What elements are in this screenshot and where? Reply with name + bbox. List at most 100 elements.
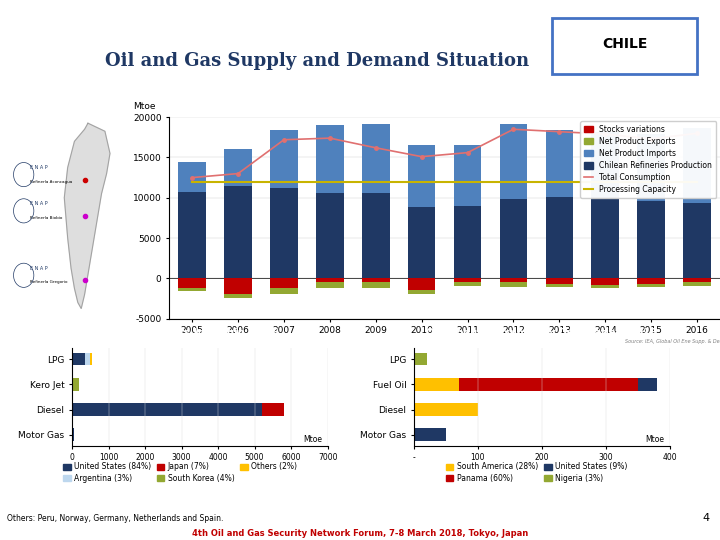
Bar xyxy=(454,282,481,286)
Bar xyxy=(637,284,665,287)
Text: Mtoe: Mtoe xyxy=(646,435,665,443)
Bar xyxy=(225,186,252,278)
Bar xyxy=(362,282,390,288)
Bar xyxy=(637,278,665,284)
Bar xyxy=(591,285,619,288)
Processing Capacity xyxy=(418,178,426,185)
Bar xyxy=(90,353,92,366)
Legend: Stocks variations, Net Product Exports, Net Product Imports, Chilean Refineries : Stocks variations, Net Product Exports, … xyxy=(580,121,716,198)
Bar xyxy=(500,282,527,287)
Bar xyxy=(316,193,343,278)
Total Consumption xyxy=(555,129,564,135)
Bar xyxy=(85,353,90,366)
Bar xyxy=(683,282,711,286)
Bar xyxy=(362,278,390,282)
Bar xyxy=(408,145,436,207)
Text: Oil Products Exports by Destination, 2016: Oil Products Exports by Destination, 201… xyxy=(426,328,657,338)
Text: Mtoe: Mtoe xyxy=(304,435,323,443)
Bar xyxy=(262,403,284,416)
Text: Source: IEA, Global Oil Ene Supp. & Dem.: Source: IEA, Global Oil Ene Supp. & Dem. xyxy=(625,339,720,344)
Bar xyxy=(637,201,665,278)
Bar xyxy=(591,278,619,285)
Total Consumption xyxy=(234,170,243,177)
Bar xyxy=(316,278,343,282)
Bar xyxy=(683,278,711,282)
Bar xyxy=(637,134,665,201)
Bar xyxy=(362,124,390,193)
Bar xyxy=(414,403,478,416)
Processing Capacity xyxy=(647,178,655,185)
Bar xyxy=(72,353,85,366)
Bar xyxy=(270,278,297,288)
Bar xyxy=(683,129,711,202)
Processing Capacity xyxy=(693,178,701,185)
Processing Capacity xyxy=(601,178,610,185)
Bar xyxy=(270,288,297,294)
Text: Oil and Gas Supply and Demand Situation: Oil and Gas Supply and Demand Situation xyxy=(104,52,529,70)
Bar xyxy=(179,278,206,288)
Bar xyxy=(638,378,657,390)
Total Consumption xyxy=(279,137,288,143)
Bar xyxy=(179,192,206,278)
Bar xyxy=(408,207,436,278)
Bar xyxy=(414,353,427,366)
Bar xyxy=(72,378,79,390)
Bar xyxy=(179,288,206,291)
Legend: South America (28%), Panama (60%), United States (9%), Nigeria (3%): South America (28%), Panama (60%), Unite… xyxy=(443,460,630,485)
Text: Mtoe: Mtoe xyxy=(133,102,156,111)
Bar xyxy=(500,199,527,278)
Total Consumption xyxy=(418,153,426,160)
Bar xyxy=(546,278,573,284)
Bar xyxy=(683,202,711,278)
Total Consumption xyxy=(325,135,334,141)
Bar xyxy=(591,132,619,197)
Processing Capacity xyxy=(325,178,334,185)
Total Consumption xyxy=(509,126,518,132)
Text: E N A P: E N A P xyxy=(30,266,48,271)
Bar xyxy=(72,428,74,441)
Processing Capacity xyxy=(463,178,472,185)
Text: Refinery Production, 2005 - 2016: Refinery Production, 2005 - 2016 xyxy=(250,98,470,111)
Bar xyxy=(454,206,481,278)
Total Consumption xyxy=(693,130,701,137)
Processing Capacity xyxy=(372,178,380,185)
Bar xyxy=(546,197,573,278)
Bar xyxy=(546,284,573,287)
Bar xyxy=(414,428,446,441)
Text: Oil Products Imports by Origin, 2016: Oil Products Imports by Origin, 2016 xyxy=(77,328,279,338)
Processing Capacity xyxy=(188,178,197,185)
Bar xyxy=(459,378,638,390)
Text: CHILE: CHILE xyxy=(602,37,647,51)
Text: 4th Oil and Gas Security Network Forum, 7-8 March 2018, Tokyo, Japan: 4th Oil and Gas Security Network Forum, … xyxy=(192,529,528,538)
Total Consumption xyxy=(372,145,380,151)
Bar xyxy=(414,378,459,390)
Total Consumption xyxy=(463,150,472,156)
Bar xyxy=(316,125,343,193)
Text: Refinería Gregorio: Refinería Gregorio xyxy=(30,280,68,285)
Bar xyxy=(408,278,436,291)
Bar xyxy=(591,197,619,278)
Bar xyxy=(500,278,527,282)
Text: E N A P: E N A P xyxy=(30,201,48,206)
Text: Refinería Biobio: Refinería Biobio xyxy=(30,216,63,220)
Text: Refinería Aconcagua: Refinería Aconcagua xyxy=(30,180,73,184)
Total Consumption xyxy=(647,136,655,142)
Bar xyxy=(270,188,297,278)
Bar xyxy=(362,193,390,278)
Bar xyxy=(546,130,573,197)
Bar xyxy=(72,403,262,416)
Bar xyxy=(225,294,252,298)
Total Consumption xyxy=(601,131,610,137)
Text: E N A P: E N A P xyxy=(30,165,48,170)
Polygon shape xyxy=(64,123,110,308)
Bar xyxy=(225,148,252,186)
Bar xyxy=(454,278,481,282)
Line: Total Consumption: Total Consumption xyxy=(190,127,699,179)
Processing Capacity xyxy=(234,178,243,185)
Processing Capacity xyxy=(509,178,518,185)
Text: Others: Peru, Norway, Germany, Netherlands and Spain.: Others: Peru, Norway, Germany, Netherlan… xyxy=(7,514,224,523)
Bar xyxy=(270,130,297,188)
Processing Capacity xyxy=(555,178,564,185)
Processing Capacity xyxy=(279,178,288,185)
Bar xyxy=(500,124,527,199)
